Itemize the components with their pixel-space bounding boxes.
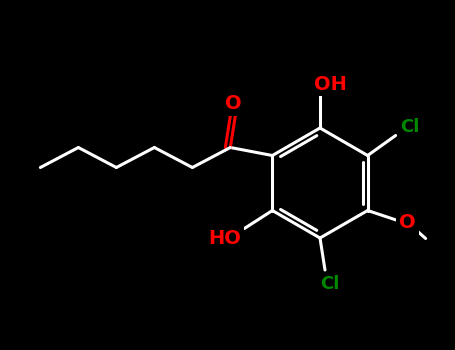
Text: O: O bbox=[225, 94, 242, 113]
Text: Cl: Cl bbox=[320, 275, 340, 293]
Text: Cl: Cl bbox=[400, 119, 420, 136]
Text: OH: OH bbox=[313, 75, 346, 93]
Text: O: O bbox=[399, 213, 416, 232]
Text: HO: HO bbox=[208, 229, 241, 248]
